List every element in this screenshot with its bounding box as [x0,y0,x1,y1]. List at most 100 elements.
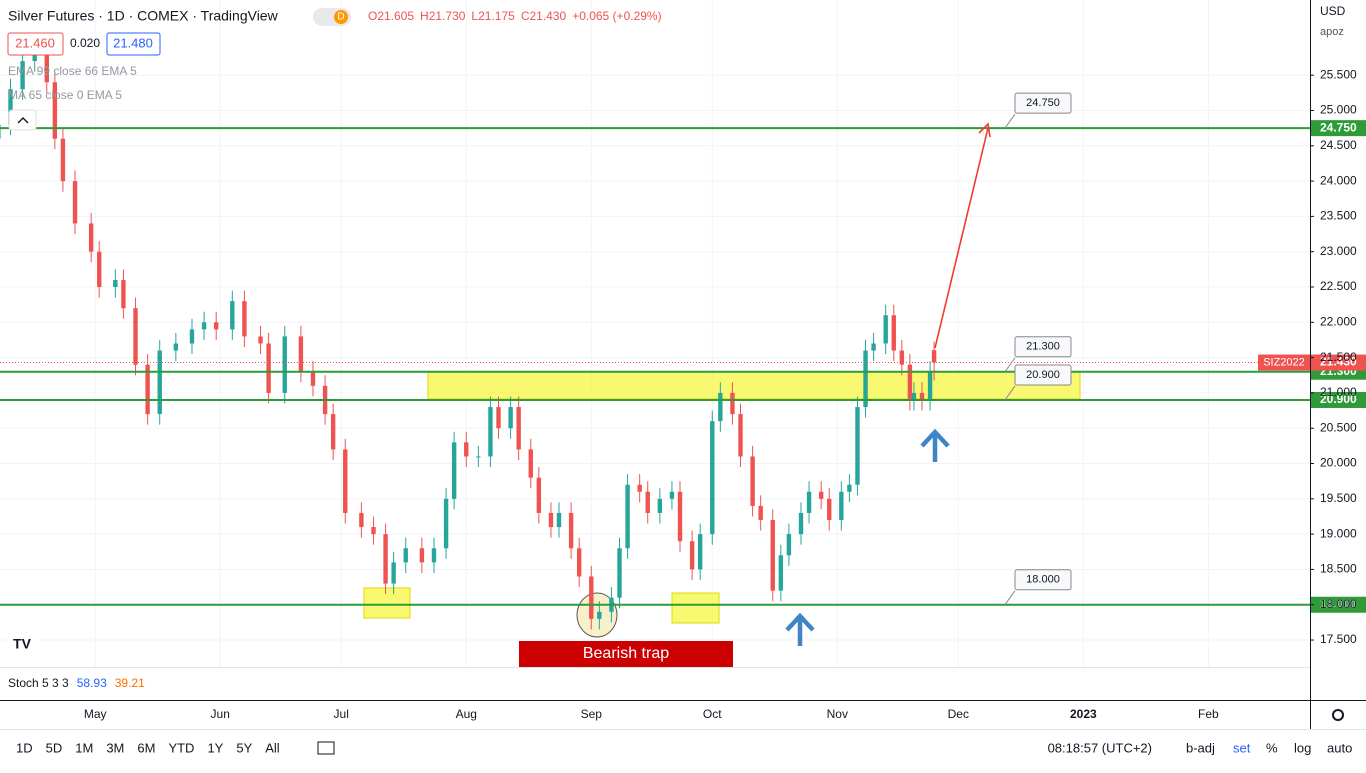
badge: D [337,12,344,23]
y-tick-label: 19.500 [1320,491,1357,505]
date-range-icon[interactable] [317,741,335,755]
range-button[interactable]: 1D [16,740,33,755]
candle-body [597,611,602,619]
candle-body [931,350,937,363]
spread: 0.020 [70,36,100,50]
candle-body [645,491,650,513]
y-tick-label: 25.000 [1320,103,1357,117]
candle-body [443,498,449,549]
candle-body [758,505,763,521]
range-button[interactable]: 5D [46,740,63,755]
candle-body [72,181,78,224]
currency[interactable]: USD [1320,4,1346,18]
scale-option[interactable]: auto [1327,740,1352,755]
price-tag [1311,391,1366,408]
price-tag [1311,596,1366,613]
title: Silver Futures · 1D · COMEX · TradingVie… [8,8,279,24]
range-button[interactable]: 1M [75,740,93,755]
callout-box[interactable] [1014,336,1072,358]
candle-body [899,350,905,365]
y-tick-label: 24.500 [1320,138,1357,152]
range-button[interactable]: YTD [168,740,194,755]
candle-body [157,350,162,415]
range-button[interactable]: 1Y [207,740,223,755]
candle-body [907,364,913,400]
candle-body [60,138,66,182]
candle-body [359,512,364,528]
candle-body [839,491,844,521]
x-tick-label: 2023 [1070,707,1097,721]
candle-body [617,548,622,598]
logo-bg [6,630,38,660]
price-tag-label: 21.430 [1320,355,1357,369]
ask-box[interactable] [106,32,161,56]
ask: 21.480 [113,35,153,50]
candle-body [919,392,925,400]
candle-body [911,392,917,400]
callout-box[interactable] [1014,569,1072,591]
range-button[interactable]: 5Y [236,740,252,755]
scale-mode[interactable]: apoz [1320,26,1344,38]
candle-body [431,548,437,563]
candle-body [20,61,25,90]
candle-body [536,477,542,513]
range-button[interactable]: All [265,740,280,755]
candle-body [589,576,594,619]
candle-body [88,223,94,252]
callout-box[interactable] [1014,364,1072,386]
candle-body [133,308,138,365]
scale-option[interactable]: log [1294,740,1311,755]
price-tag-label: 20.900 [1320,392,1357,406]
candle-body [343,449,348,513]
candle-body [464,442,469,457]
candle-body [97,251,102,288]
collapse-button[interactable] [8,109,37,131]
range-button[interactable]: 3M [106,740,124,755]
grid-group [0,0,1310,667]
candle-body [710,421,715,535]
settings-icon[interactable] [1332,709,1344,721]
candle-body [625,484,630,549]
y-tick-label: 20.000 [1320,456,1357,470]
ohlc-value: H21.730 [420,9,466,23]
candle-body [863,350,868,408]
stoch-label: Stoch 5 3 3 [8,676,69,690]
candle-body [52,82,58,139]
y-tick-label: 25.500 [1320,67,1357,81]
price-tag [1311,354,1366,371]
bid-box[interactable] [7,32,64,56]
scale-option[interactable]: % [1266,740,1278,755]
ohlc-value: L21.175 [471,9,515,23]
candle-body [827,498,832,521]
scale-option[interactable]: b-adj [1186,740,1215,755]
candle-body [371,527,376,535]
candle-body [516,407,521,450]
annotation: Bearish trap [583,645,669,662]
scale-option[interactable]: set [1233,740,1251,755]
candle-body [330,414,336,450]
up-arrow [920,428,950,462]
logo: TV [13,636,32,652]
callout-box[interactable] [1014,92,1072,114]
callout-label: 24.750 [1026,97,1060,109]
candle-body [508,407,513,429]
candle-body [419,548,425,563]
ohlc-value: +0.065 (+0.29%) [572,9,661,23]
candle-body [189,329,195,344]
candle-body [44,46,49,83]
annotation-box [519,641,733,667]
stoch-k: 58.93 [77,676,107,690]
range-button[interactable]: 6M [137,740,155,755]
candle-body [201,322,207,330]
candle-body [528,449,533,478]
ohlc-value: O21.605 [368,9,414,23]
stoch-legend: Stoch 5 3 3 58.93 39.21 [8,676,145,690]
time-axis: MayJunJulAugSepOctNovDec2023FebMar [84,707,1219,721]
symbol-tag-label: SIZ2022 [1263,356,1305,368]
toolbar: 1D 5D 1M 3M 6M YTD 1Y 5Y All 08:18:57 (UTC+2) b-ad… [16,740,1352,755]
callout-pointer [1004,357,1016,373]
candle-body [173,343,179,351]
callout-pointer [1004,113,1016,129]
clock: 08:18:57 (UTC+2) [1048,740,1152,755]
